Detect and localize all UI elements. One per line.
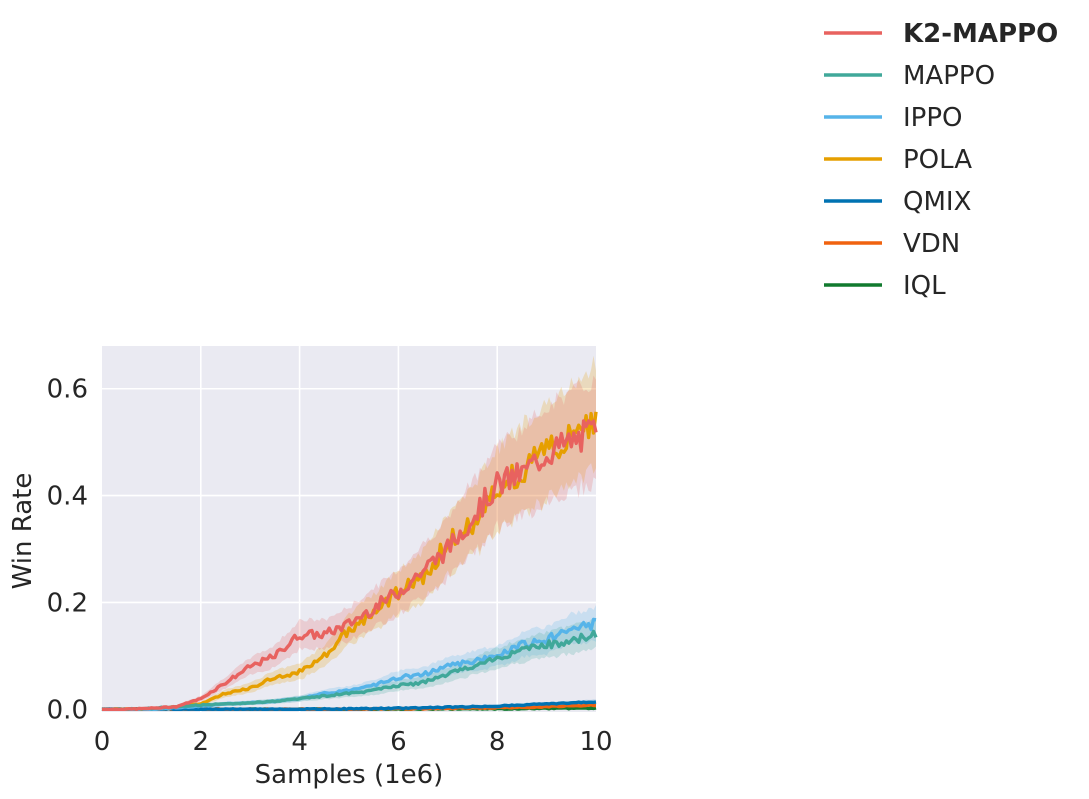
legend-label: VDN: [903, 229, 960, 259]
legend-label: QMIX: [903, 187, 971, 217]
x-tick-label: 10: [579, 727, 612, 757]
grid-lines: [102, 346, 596, 712]
y-tick-label: 0.4: [47, 482, 88, 512]
x-tick-label: 8: [489, 727, 506, 757]
y-tick-label: 0.6: [47, 375, 88, 405]
legend-label: K2-MAPPO: [903, 19, 1058, 49]
legend-label: IPPO: [903, 103, 963, 133]
y-tick-label: 0.2: [47, 588, 88, 618]
x-tick-label: 6: [390, 727, 407, 757]
band-pola: [102, 355, 596, 710]
legend: K2-MAPPO MAPPO IPPO POLA QMIX VDN IQL: [824, 19, 1058, 301]
x-tick-label: 0: [94, 727, 111, 757]
y-axis-title: Win Rate: [8, 473, 38, 590]
x-tick-label: 4: [291, 727, 308, 757]
x-axis-title: Samples (1e6): [255, 760, 444, 790]
legend-label: POLA: [903, 145, 972, 175]
series-line-k2-mappo: [102, 419, 598, 711]
y-tick-label: 0.0: [47, 695, 88, 725]
legend-label: MAPPO: [903, 61, 995, 91]
tick-labels: 0 2 4 6 8 10 0.0 0.2 0.4 0.6: [47, 375, 613, 757]
legend-label: IQL: [903, 271, 946, 301]
series-lines: [101, 411, 598, 711]
series-line-qmix: [101, 700, 597, 711]
x-tick-label: 2: [193, 727, 210, 757]
series-line-mappo: [101, 629, 598, 711]
